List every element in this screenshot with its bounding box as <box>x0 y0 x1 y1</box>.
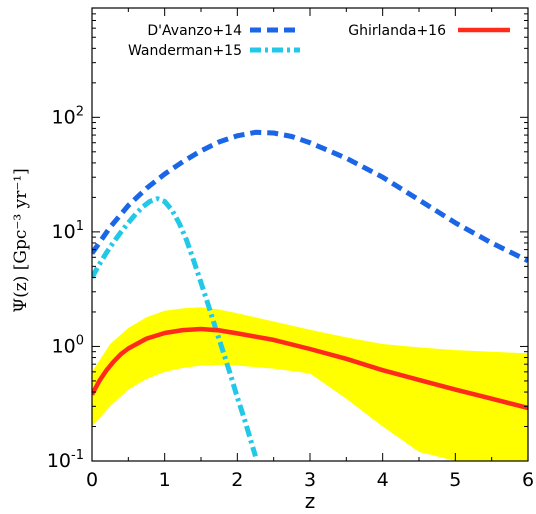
series-line-2 <box>92 326 528 411</box>
uncertainty-band <box>92 307 528 461</box>
x-tick-label: 6 <box>522 469 534 491</box>
series-line-1 <box>92 196 258 458</box>
legend: D'Avanzo+14 Wanderman+15 Ghirlanda+16 <box>128 23 510 59</box>
y-tick-label: 102 <box>52 104 84 128</box>
x-tick-label: 5 <box>449 469 461 491</box>
y-tick-label: 100 <box>52 333 84 357</box>
x-tick-label: 0 <box>86 469 98 491</box>
plot-area <box>92 129 528 461</box>
x-axis-label: z <box>305 489 316 513</box>
x-tick-label: 4 <box>377 469 389 491</box>
x-tick-label: 3 <box>304 469 316 491</box>
legend-label-1: Wanderman+15 <box>128 43 242 59</box>
x-tick-label: 1 <box>159 469 171 491</box>
y-tick-label: 10-1 <box>47 448 84 472</box>
series-line-0 <box>92 129 528 263</box>
x-tick-label: 2 <box>231 469 243 491</box>
axes: 0 1 2 3 4 5 6 10-1 100 101 102 <box>47 7 534 491</box>
legend-label-0: D'Avanzo+14 <box>147 23 242 39</box>
y-axis-label: Ψ(z) [Gpc⁻³ yr⁻¹] <box>11 168 31 313</box>
y-tick-label: 101 <box>52 219 84 243</box>
legend-label-2: Ghirlanda+16 <box>348 23 446 39</box>
